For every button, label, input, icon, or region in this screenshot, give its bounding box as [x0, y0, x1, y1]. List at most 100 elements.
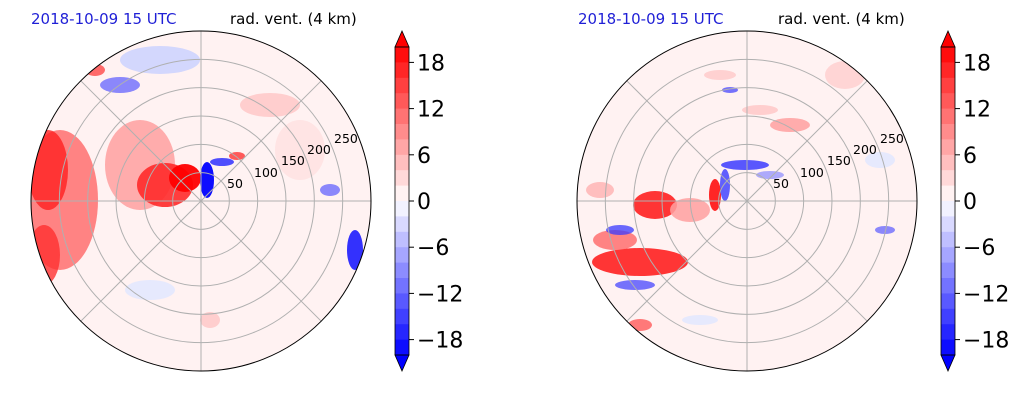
field-blob [720, 169, 730, 201]
colorbar-segment [395, 262, 409, 279]
field-blob [120, 46, 200, 74]
colorbar-segment [395, 293, 409, 310]
colorbar-segment [395, 185, 409, 202]
field-blob [709, 179, 721, 211]
plot-frame-left [30, 30, 372, 372]
colorbar-tick-label: −6 [417, 236, 449, 261]
colorbar-segment [395, 308, 409, 325]
colorbar-tick-label: −18 [417, 329, 463, 354]
field-blob [825, 61, 865, 89]
colorbar-segment [395, 339, 409, 356]
colorbar-tick-label: 12 [963, 98, 991, 123]
colorbar-segment [941, 216, 955, 233]
colorbar-segment [941, 262, 955, 279]
colorbar-segment [941, 47, 955, 63]
field-blob [670, 198, 710, 222]
polar-grid-left [31, 31, 371, 371]
colorbar-tick-label: 0 [417, 190, 431, 215]
field-blob [721, 160, 769, 170]
colorbar-segment [941, 201, 955, 217]
field-blob [586, 182, 614, 198]
colorbar-segment [941, 62, 955, 79]
colorbar-left: −18 −12 −6 0 6 12 18 [394, 30, 463, 372]
radial-tick-label: 250 [334, 131, 358, 146]
field-blob [200, 312, 220, 328]
field-blob [704, 70, 736, 80]
angular-gridline [626, 200, 748, 322]
colorbar-segment [395, 278, 409, 294]
colorbar-tick-label: 6 [963, 144, 977, 169]
colorbar-extend-min [394, 354, 410, 372]
colorbar-segment [395, 62, 409, 79]
radial-labels-left: 50 100 150 200 250 [227, 131, 358, 191]
field-blob [593, 230, 637, 250]
field-right [586, 61, 895, 331]
colorbar-right: −18 −12 −6 0 6 12 18 [940, 30, 1009, 372]
title-right: rad. vent. (4 km) [778, 10, 905, 28]
field-blob [240, 93, 300, 117]
colorbar-segment [941, 324, 955, 340]
field-blob [31, 225, 60, 285]
polar-grid-right [577, 31, 917, 371]
colorbar-tick-label: 0 [963, 190, 977, 215]
field-blob [682, 315, 718, 325]
angular-gridline [200, 80, 322, 202]
colorbar-segment [941, 77, 955, 94]
angular-gridline [200, 200, 322, 322]
field-blob [200, 162, 214, 198]
colorbar-segment [395, 231, 409, 248]
radial-tick-label: 100 [254, 165, 278, 180]
panel-left: 2018-10-09 15 UTC rad. vent. (4 km) [30, 10, 463, 372]
colorbar-segment [941, 154, 955, 171]
colorbar-segment [941, 108, 955, 125]
panel-right: 2018-10-09 15 UTC rad. vent. (4 km) [576, 10, 1009, 372]
colorbar-segment [395, 216, 409, 233]
angular-gridline [746, 80, 868, 202]
radial-tick-label: 200 [307, 142, 331, 157]
colorbar-segment [941, 339, 955, 356]
angular-gridline [80, 80, 202, 202]
colorbar-segment [395, 247, 409, 263]
angular-gridline [626, 80, 748, 202]
colorbar-segment [941, 170, 955, 186]
radial-tick-label: 150 [281, 153, 305, 168]
colorbar-segment [941, 278, 955, 294]
colorbar-segment [395, 139, 409, 156]
colorbar-segment [941, 124, 955, 140]
colorbar-tick-label: 6 [417, 144, 431, 169]
radial-tick-label: 50 [227, 176, 243, 191]
field-blob [633, 191, 677, 219]
field-blob [875, 226, 895, 234]
colorbar-segment [395, 108, 409, 125]
colorbar-extend-max [940, 30, 956, 48]
field-blob [210, 158, 234, 166]
field-blob [742, 105, 778, 115]
colorbar-tick-label: −12 [963, 282, 1009, 307]
plot-frame-right [576, 30, 918, 372]
field-blob [347, 230, 363, 270]
angular-gridline [80, 200, 202, 322]
colorbar-extend-max [394, 30, 410, 48]
field-blob [865, 152, 895, 168]
colorbar-segment [395, 47, 409, 63]
colorbar-segment [395, 201, 409, 217]
colorbar-segment [395, 324, 409, 340]
colorbar-tick-label: 18 [417, 51, 445, 76]
colorbar-tick-label: 12 [417, 98, 445, 123]
colorbar-segment [941, 247, 955, 263]
field-blob [770, 118, 810, 132]
field-blob [615, 280, 655, 290]
time-label-right: 2018-10-09 15 UTC [578, 10, 724, 28]
radial-tick-label: 50 [773, 176, 789, 191]
field-blob [756, 171, 784, 179]
radial-tick-label: 200 [853, 142, 877, 157]
colorbar-segment [941, 308, 955, 325]
colorbar-segment [941, 93, 955, 109]
colorbar-segment [941, 293, 955, 310]
colorbar-segment [395, 170, 409, 186]
colorbar-segment [941, 139, 955, 156]
colorbar-tick-label: 18 [963, 51, 991, 76]
radial-tick-label: 150 [827, 153, 851, 168]
colorbar-tick-label: −12 [417, 282, 463, 307]
